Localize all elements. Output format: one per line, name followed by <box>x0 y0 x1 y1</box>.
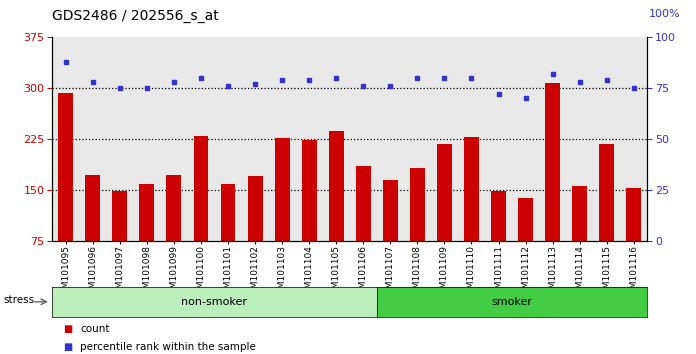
Bar <box>437 144 452 292</box>
Bar <box>193 136 208 292</box>
Bar <box>112 191 127 292</box>
Bar <box>139 184 155 292</box>
Text: stress: stress <box>3 295 35 305</box>
Bar <box>248 176 262 292</box>
Text: ■: ■ <box>63 324 72 334</box>
Bar <box>329 131 344 292</box>
Bar <box>302 139 317 292</box>
Bar <box>545 82 560 292</box>
Bar <box>410 168 425 292</box>
Text: GDS2486 / 202556_s_at: GDS2486 / 202556_s_at <box>52 9 219 23</box>
Bar <box>518 198 533 292</box>
Bar <box>491 191 506 292</box>
Bar <box>383 180 397 292</box>
Bar <box>275 138 290 292</box>
Text: smoker: smoker <box>491 297 532 307</box>
Bar <box>166 175 182 292</box>
Text: count: count <box>80 324 109 334</box>
Text: ■: ■ <box>63 342 72 352</box>
Text: non-smoker: non-smoker <box>182 297 248 307</box>
Bar <box>626 188 641 292</box>
Text: percentile rank within the sample: percentile rank within the sample <box>80 342 256 352</box>
Bar <box>86 175 100 292</box>
Bar <box>464 137 479 292</box>
Bar <box>221 184 235 292</box>
Text: 100%: 100% <box>649 9 680 19</box>
Bar <box>572 187 587 292</box>
Bar <box>356 166 371 292</box>
Bar <box>58 93 73 292</box>
Bar <box>599 144 614 292</box>
